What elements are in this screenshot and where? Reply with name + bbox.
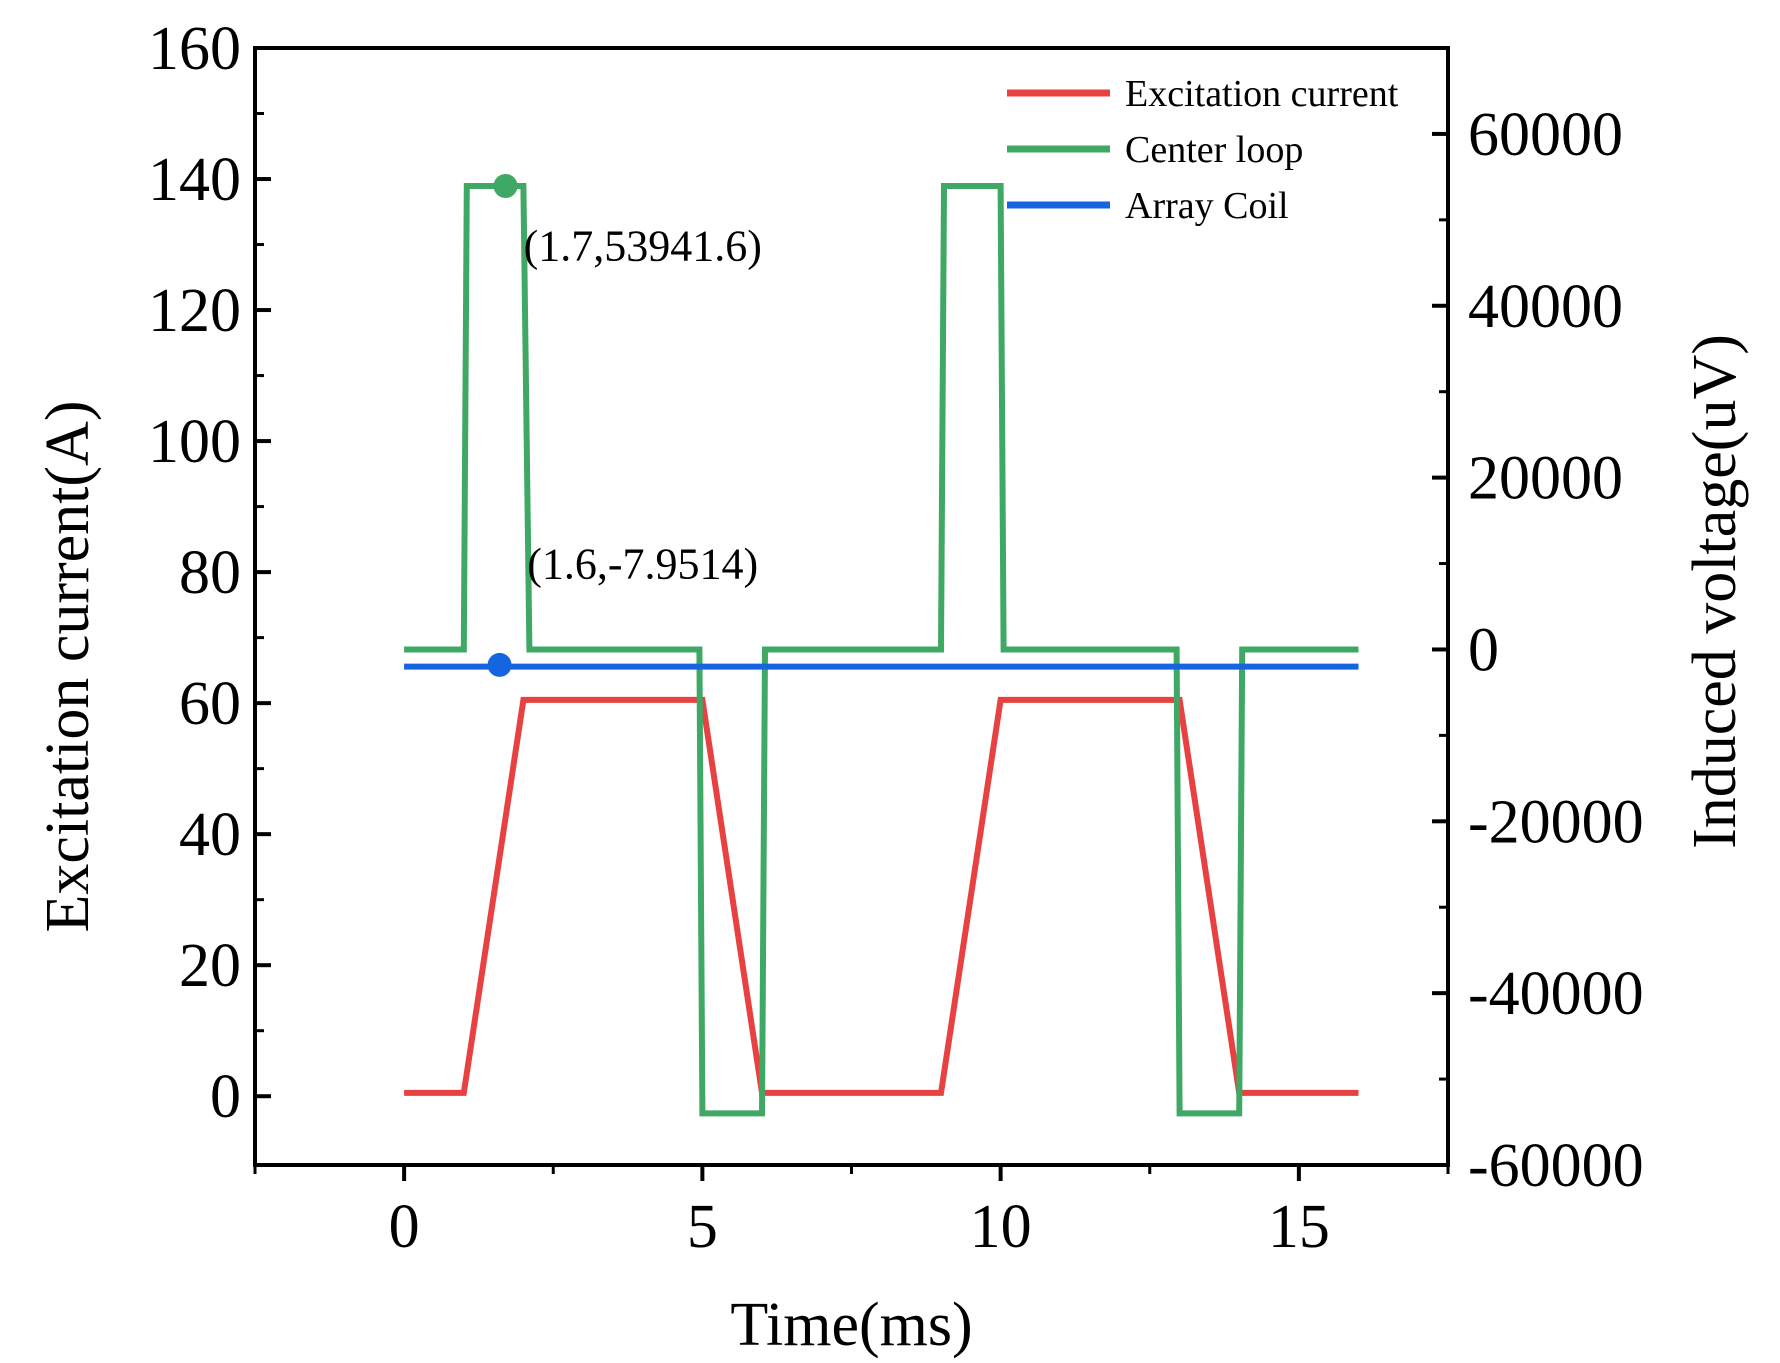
y-left-tick-label: 140 (148, 146, 241, 214)
x-tick-label: 5 (687, 1193, 718, 1261)
y-right-tick-label: -20000 (1468, 788, 1644, 856)
annotations-layer: (1.7,53941.6) (1.6,-7.9514) (524, 222, 762, 589)
y-right-axis-title: Induced voltage(uV) (1681, 334, 1749, 849)
marker-center-loop (493, 173, 518, 198)
y-left-tick-label: 120 (148, 277, 241, 345)
data-annotation: (1.7,53941.6) (524, 222, 762, 271)
y-left-tick-label: 20 (179, 932, 241, 1000)
y-right-tick-label: 0 (1468, 616, 1499, 684)
markers-layer (487, 173, 518, 677)
legend-label: Excitation current (1125, 73, 1399, 115)
series-line-excitation-current (404, 696, 1359, 1096)
y-left-tick-label: 160 (148, 15, 241, 83)
y-right-tick-label: 40000 (1468, 273, 1623, 341)
y-right-tick-label: 60000 (1468, 101, 1623, 169)
legend-label: Array Coil (1125, 185, 1289, 227)
legend-label: Center loop (1125, 129, 1303, 171)
y-left-tick-label: 40 (179, 801, 241, 869)
y-left-tick-label: 60 (179, 670, 241, 738)
data-annotation: (1.6,-7.9514) (527, 540, 758, 589)
x-tick-label: 15 (1268, 1193, 1330, 1261)
legend: Excitation current Center loop Array Coil (1007, 73, 1399, 227)
y-right-tick-label: 20000 (1468, 445, 1623, 513)
x-axis-title: Time(ms) (730, 1291, 972, 1359)
axes-layer: 0 5 10 15 0 20 40 60 80 100 120 140 160 -60000 -40000 -… (34, 15, 1749, 1359)
x-tick-label: 10 (970, 1193, 1032, 1261)
y-left-tick-label: 0 (210, 1063, 241, 1131)
y-right-tick-label: -40000 (1468, 960, 1644, 1028)
y-right-tick-label: -60000 (1468, 1132, 1644, 1200)
series-layer (404, 183, 1359, 1117)
y-left-axis-title: Excitation current(A) (34, 401, 102, 933)
y-left-tick-label: 100 (148, 408, 241, 476)
y-left-tick-label: 80 (179, 539, 241, 607)
series-line-center-loop (404, 183, 1359, 1117)
x-tick-label: 0 (389, 1193, 420, 1261)
marker-array-coil (487, 652, 512, 677)
